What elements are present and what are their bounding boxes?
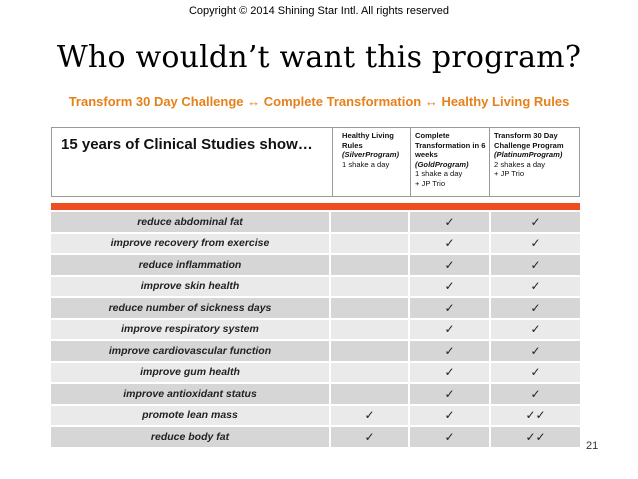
benefit-label: reduce inflammation (51, 255, 329, 275)
benefit-label: improve gum health (51, 362, 329, 382)
platinum-check: ✓ (491, 255, 580, 275)
gold-check: ✓ (410, 405, 489, 425)
platinum-check: ✓✓ (491, 405, 580, 425)
table-row: reduce number of sickness days ✓ ✓ (51, 298, 580, 318)
copyright-notice: Copyright © 2014 Shining Star Intl. All … (188, 5, 449, 17)
benefit-label: improve skin health (51, 276, 329, 296)
column-title-line2: Challenge Program (494, 140, 564, 150)
column-divider (489, 128, 490, 196)
silver-check (331, 319, 408, 339)
table-row: reduce abdominal fat ✓ ✓ (51, 212, 580, 232)
column-divider (410, 128, 411, 196)
benefit-label: reduce abdominal fat (51, 212, 329, 232)
benefit-label: reduce body fat (51, 427, 329, 447)
gold-check: ✓ (410, 384, 489, 404)
platinum-check: ✓ (491, 298, 580, 318)
program-detail: + JP Trio (415, 178, 446, 188)
gold-check: ✓ (410, 233, 489, 253)
table-row: improve gum health ✓ ✓ (51, 362, 580, 382)
platinum-check: ✓ (491, 319, 580, 339)
gold-check: ✓ (410, 298, 489, 318)
platinum-check: ✓ (491, 384, 580, 404)
silver-check (331, 212, 408, 232)
benefit-label: improve cardiovascular function (51, 341, 329, 361)
table-row: promote lean mass ✓ ✓ ✓✓ (51, 405, 580, 425)
program-name: (GoldProgram) (415, 159, 469, 169)
column-title-line1: Healthy Living (342, 131, 394, 140)
benefit-label: improve respiratory system (51, 319, 329, 339)
program-detail: + JP Trio (494, 169, 525, 179)
table-row: reduce body fat ✓ ✓ ✓✓ (51, 427, 580, 447)
platinum-check: ✓ (491, 341, 580, 361)
table-row: improve respiratory system ✓ ✓ (51, 319, 580, 339)
gold-check: ✓ (410, 427, 489, 447)
silver-check: ✓ (331, 427, 408, 447)
column-header-gold: Complete Transformation in 6 weeks (Gold… (415, 131, 487, 189)
platinum-check: ✓ (491, 212, 580, 232)
column-title-line2: Transformation in 6 weeks (415, 140, 486, 160)
silver-check (331, 255, 408, 275)
benefits-table: reduce abdominal fat ✓ ✓ improve recover… (51, 212, 580, 449)
gold-check: ✓ (410, 255, 489, 275)
silver-check: ✓ (331, 405, 408, 425)
program-detail: 1 shake a day (342, 159, 390, 169)
gold-check: ✓ (410, 341, 489, 361)
silver-check (331, 384, 408, 404)
column-header-platinum: Transform 30 Day Challenge Program (Plat… (494, 131, 578, 179)
benefit-label: promote lean mass (51, 405, 329, 425)
platinum-check: ✓ (491, 276, 580, 296)
accent-bar (51, 203, 580, 210)
slide-title: Who wouldn’t want this program? (56, 40, 582, 75)
benefit-label: reduce number of sickness days (51, 298, 329, 318)
program-name: (PlatinumProgram) (494, 150, 563, 160)
silver-check (331, 341, 408, 361)
silver-check (331, 276, 408, 296)
table-header: 15 years of Clinical Studies show… Healt… (51, 127, 580, 197)
table-row: reduce inflammation ✓ ✓ (51, 255, 580, 275)
gold-check: ✓ (410, 319, 489, 339)
program-detail: 2 shakes a day (494, 159, 546, 169)
column-divider (332, 128, 333, 196)
platinum-check: ✓ (491, 233, 580, 253)
page-number: 21 (586, 440, 599, 452)
gold-check: ✓ (410, 212, 489, 232)
platinum-check: ✓✓ (491, 427, 580, 447)
program-detail: 1 shake a day (415, 169, 463, 179)
table-row: improve cardiovascular function ✓ ✓ (51, 341, 580, 361)
column-header-silver: Healthy Living Rules (SilverProgram) 1 s… (342, 131, 406, 169)
program-subtitle: Transform 30 Day Challenge ↔ Complete Tr… (68, 94, 570, 109)
silver-check (331, 362, 408, 382)
column-title-line2: Rules (342, 140, 363, 150)
table-row: improve recovery from exercise ✓ ✓ (51, 233, 580, 253)
column-title-line1: Complete (415, 131, 450, 140)
table-row: improve skin health ✓ ✓ (51, 276, 580, 296)
table-row: improve antioxidant status ✓ ✓ (51, 384, 580, 404)
column-title-line1: Transform 30 Day (494, 131, 558, 140)
platinum-check: ✓ (491, 362, 580, 382)
silver-check (331, 233, 408, 253)
gold-check: ✓ (410, 362, 489, 382)
studies-title: 15 years of Clinical Studies show… (61, 136, 313, 153)
silver-check (331, 298, 408, 318)
gold-check: ✓ (410, 276, 489, 296)
program-name: (SilverProgram) (342, 150, 399, 160)
benefit-label: improve antioxidant status (51, 384, 329, 404)
benefit-label: improve recovery from exercise (51, 233, 329, 253)
